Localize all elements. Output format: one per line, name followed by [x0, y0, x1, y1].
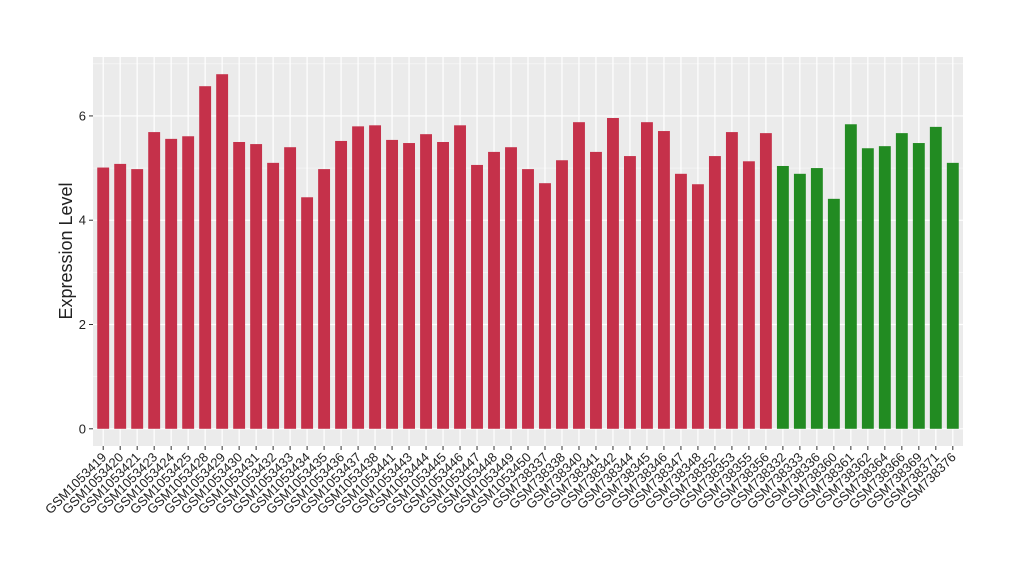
- bar: [640, 122, 653, 429]
- bar: [742, 161, 755, 429]
- bar: [590, 151, 602, 429]
- bar: [148, 132, 161, 429]
- bar: [844, 124, 857, 429]
- bar: [708, 156, 721, 429]
- bar: [657, 131, 670, 429]
- bar: [556, 160, 568, 429]
- bar: [301, 197, 314, 429]
- bar: [861, 148, 874, 429]
- bar: [607, 118, 619, 429]
- y-axis-label: Expression Level: [56, 182, 76, 319]
- y-tick-label: 2: [79, 317, 86, 332]
- bar: [912, 143, 925, 429]
- bar: [522, 169, 534, 429]
- bar: [437, 141, 449, 429]
- bar: [793, 173, 806, 429]
- bar: [114, 163, 127, 429]
- bar: [725, 132, 738, 429]
- bar: [488, 151, 500, 429]
- bar: [233, 141, 246, 429]
- bar: [827, 198, 840, 429]
- bar: [674, 173, 687, 429]
- bar: [691, 184, 704, 429]
- bar: [250, 144, 263, 429]
- bar: [776, 165, 789, 429]
- bar: [199, 86, 212, 429]
- bar: [539, 183, 551, 429]
- bar: [318, 169, 331, 429]
- bar: [386, 139, 399, 429]
- y-tick-label: 0: [79, 421, 86, 436]
- bar: [895, 133, 908, 429]
- bar: [182, 136, 195, 429]
- bar: [505, 147, 517, 429]
- bar: [420, 134, 432, 429]
- bar: [369, 125, 382, 429]
- bar: [454, 125, 466, 429]
- bar: [267, 162, 280, 429]
- bar: [946, 162, 959, 429]
- bar: [929, 126, 942, 429]
- bar: [216, 74, 229, 429]
- bar: [131, 169, 144, 429]
- bar: [759, 133, 772, 429]
- bar: [471, 164, 483, 429]
- bar: [573, 122, 585, 429]
- y-tick-label: 4: [79, 213, 86, 228]
- bar: [165, 138, 178, 429]
- bar: [335, 140, 348, 429]
- bar: [403, 143, 416, 429]
- bar: [810, 168, 823, 429]
- bar: [284, 147, 297, 429]
- bar: [624, 156, 636, 429]
- bar: [352, 126, 365, 429]
- bar: [878, 146, 891, 429]
- bar: [97, 167, 110, 429]
- y-tick-label: 6: [79, 108, 86, 123]
